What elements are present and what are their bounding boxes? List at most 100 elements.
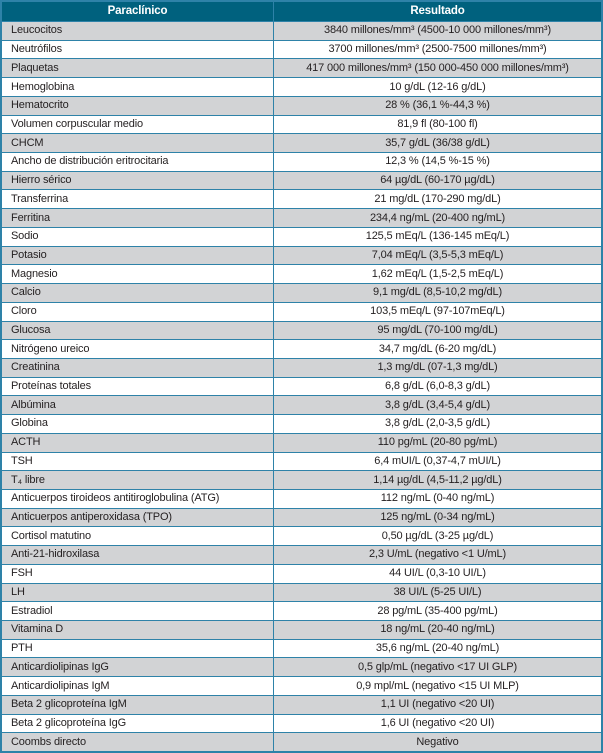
table-row: Globina 3,8 g/dL (2,0-3,5 g/dL) [2, 414, 601, 433]
param-cell: Anticardiolipinas IgM [2, 677, 274, 695]
result-cell: 103,5 mEq/L (97-107mEq/L) [370, 305, 505, 318]
result-cell: 125 ng/mL (0-34 ng/mL) [380, 511, 495, 524]
result-cell: 234,4 ng/mL (20-400 ng/mL) [369, 211, 506, 224]
table-row: T₄ libre 1,14 µg/dL (4,5-11,2 µg/dL) [2, 470, 601, 489]
param-cell: Beta 2 glicoproteína IgG [2, 714, 274, 733]
result-cell: 12,3 % (14,5 %-15 %) [385, 155, 490, 168]
table-row: Creatinina 1,3 mg/dL (07-1,3 mg/dL) [2, 357, 601, 377]
table-row: Vitamina D 18 ng/mL (20-40 ng/mL) [2, 620, 601, 639]
table-row: Calcio 9,1 mg/dL (8,5-10,2 mg/dL) [2, 283, 601, 302]
param-cell: Volumen corpuscular medio [2, 115, 274, 134]
result-cell: 2,3 U/mL (negativo <1 U/mL) [368, 548, 507, 561]
table-row: Anti-21-hidroxilasa 2,3 U/mL (negativo <1… [2, 545, 601, 564]
result-cell: 0,9 mpl/mL (negativo <15 UI MLP) [356, 679, 519, 692]
table-row: Ferritina 234,4 ng/mL (20-400 ng/mL) [2, 208, 601, 227]
result-cell: 38 UI/L (5-25 UI/L) [393, 585, 482, 598]
result-cell: 1,62 mEq/L (1,5-2,5 mEq/L) [371, 267, 504, 280]
param-cell: Anti-21-hidroxilasa [2, 546, 274, 564]
param-cell: Globina [2, 415, 274, 433]
param-cell: TSH [2, 452, 274, 471]
result-cell: 81,9 fl (80-100 fl) [397, 117, 478, 130]
result-cell: 64 µg/dL (60-170 µg/dL) [380, 174, 495, 187]
table-row: Plaquetas 417 000 millones/mm³ (150 000-4… [2, 58, 601, 78]
param-cell: Beta 2 glicoproteína IgM [2, 695, 274, 714]
param-cell: Sodio [2, 227, 274, 246]
param-cell: Hierro sérico [2, 171, 274, 190]
column-header-paraclinico: Paraclínico [2, 2, 274, 21]
column-header-resultado: Resultado [410, 4, 465, 17]
table-row: Magnesio 1,62 mEq/L (1,5-2,5 mEq/L) [2, 264, 601, 284]
result-cell: 95 mg/dL (70-100 mg/dL) [377, 323, 498, 336]
param-cell: Anticuerpos tiroideos antitiroglobulina … [2, 489, 274, 508]
param-cell: CHCM [2, 134, 274, 153]
result-cell: 9,1 mg/dL (8,5-10,2 mg/dL) [373, 286, 502, 299]
result-cell: 10 g/dL (12-16 g/dL) [389, 80, 486, 93]
result-cell: 1,3 mg/dL (07-1,3 mg/dL) [377, 361, 498, 374]
result-cell: 3,8 g/dL (3,4-5,4 g/dL) [385, 398, 490, 411]
param-cell: Albúmina [2, 396, 274, 415]
param-cell: PTH [2, 639, 274, 658]
result-cell: 417 000 millones/mm³ (150 000-450 000 mi… [306, 61, 569, 74]
result-cell: 0,5 glp/mL (negativo <17 UI GLP) [358, 660, 517, 673]
table-row: Hierro sérico 64 µg/dL (60-170 µg/dL) [2, 170, 601, 190]
result-cell: 7,04 mEq/L (3,5-5,3 mEq/L) [371, 248, 504, 261]
table-row: Anticardiolipinas IgG 0,5 glp/mL (negativ… [2, 657, 601, 677]
result-cell: 21 mg/dL (170-290 mg/dL) [374, 192, 501, 205]
table-header-row: Paraclínico Resultado [2, 2, 601, 21]
param-cell: Hematocrito [2, 96, 274, 115]
param-cell: Plaquetas [2, 59, 274, 78]
table-row: Sodio 125,5 mEq/L (136-145 mEq/L) [2, 226, 601, 246]
result-cell: 18 ng/mL (20-40 ng/mL) [380, 623, 495, 636]
param-cell: Cortisol matutino [2, 527, 274, 546]
table-row: Cloro 103,5 mEq/L (97-107mEq/L) [2, 301, 601, 321]
table-row: LH 38 UI/L (5-25 UI/L) [2, 582, 601, 602]
result-cell: 3,8 g/dL (2,0-3,5 g/dL) [385, 417, 490, 430]
param-cell: Potasio [2, 246, 274, 265]
table-row: Proteínas totales 6,8 g/dL (6,0-8,3 g/dL) [2, 376, 601, 396]
table-row: Coombs directo Negativo [2, 732, 601, 752]
param-cell: Vitamina D [2, 621, 274, 639]
result-cell: 3700 millones/mm³ (2500-7500 millones/mm… [328, 43, 547, 56]
result-cell: 28 pg/mL (35-400 pg/mL) [377, 604, 498, 617]
param-cell: Anticuerpos antiperoxidasa (TPO) [2, 508, 274, 527]
result-cell: 125,5 mEq/L (136-145 mEq/L) [365, 230, 510, 243]
table-row: Transferrina 21 mg/dL (170-290 mg/dL) [2, 189, 601, 209]
table-row: CHCM 35,7 g/dL (36/38 g/dL) [2, 133, 601, 153]
result-cell: 110 pg/mL (20-80 pg/mL) [377, 436, 498, 449]
table-row: Anticardiolipinas IgM 0,9 mpl/mL (negativ… [2, 676, 601, 695]
param-cell: Nitrógeno ureico [2, 340, 274, 358]
result-cell: 1,14 µg/dL (4,5-11,2 µg/dL) [373, 473, 502, 486]
table-row: Potasio 7,04 mEq/L (3,5-5,3 mEq/L) [2, 245, 601, 265]
param-cell: Ferritina [2, 209, 274, 227]
table-row: Leucocitos 3840 millones/mm³ (4500-10 000… [2, 21, 601, 40]
result-cell: 35,7 g/dL (36/38 g/dL) [385, 136, 490, 149]
param-cell: Proteínas totales [2, 377, 274, 396]
result-cell: 0,50 µg/dL (3-25 µg/dL) [381, 529, 494, 542]
table-row: Ancho de distribución eritrocitaria 12,3 … [2, 152, 601, 171]
result-cell: 6,8 g/dL (6,0-8,3 g/dL) [385, 380, 490, 393]
param-cell: Cloro [2, 302, 274, 321]
param-cell: Coombs directo [2, 733, 274, 752]
param-cell: Transferrina [2, 190, 274, 209]
param-cell: Anticardiolipinas IgG [2, 658, 274, 677]
table-row: ACTH 110 pg/mL (20-80 pg/mL) [2, 432, 601, 452]
table-row: PTH 35,6 ng/mL (20-40 ng/mL) [2, 638, 601, 658]
param-cell: ACTH [2, 433, 274, 452]
table-body: Leucocitos 3840 millones/mm³ (4500-10 000… [2, 21, 601, 752]
table-row: Hematocrito 28 % (36,1 %-44,3 %) [2, 95, 601, 115]
param-cell: Estradiol [2, 602, 274, 620]
result-cell: 35,6 ng/mL (20-40 ng/mL) [375, 642, 500, 655]
table-row: FSH 44 UI/L (0,3-10 UI/L) [2, 563, 601, 583]
result-cell: 28 % (36,1 %-44,3 %) [385, 99, 490, 112]
param-cell: Hemoglobina [2, 78, 274, 96]
table-row: Beta 2 glicoproteína IgG 1,6 UI (negativo… [2, 713, 601, 733]
result-cell: 1,6 UI (negativo <20 UI) [380, 716, 495, 729]
param-cell: FSH [2, 564, 274, 583]
table-row: TSH 6,4 mUI/L (0,37-4,7 mUI/L) [2, 451, 601, 471]
table-row: Nitrógeno ureico 34,7 mg/dL (6-20 mg/dL) [2, 339, 601, 358]
table-row: Volumen corpuscular medio 81,9 fl (80-100… [2, 114, 601, 134]
table-row: Beta 2 glicoproteína IgM 1,1 UI (negativo… [2, 694, 601, 714]
param-cell: Calcio [2, 284, 274, 302]
param-cell: T₄ libre [2, 471, 274, 489]
